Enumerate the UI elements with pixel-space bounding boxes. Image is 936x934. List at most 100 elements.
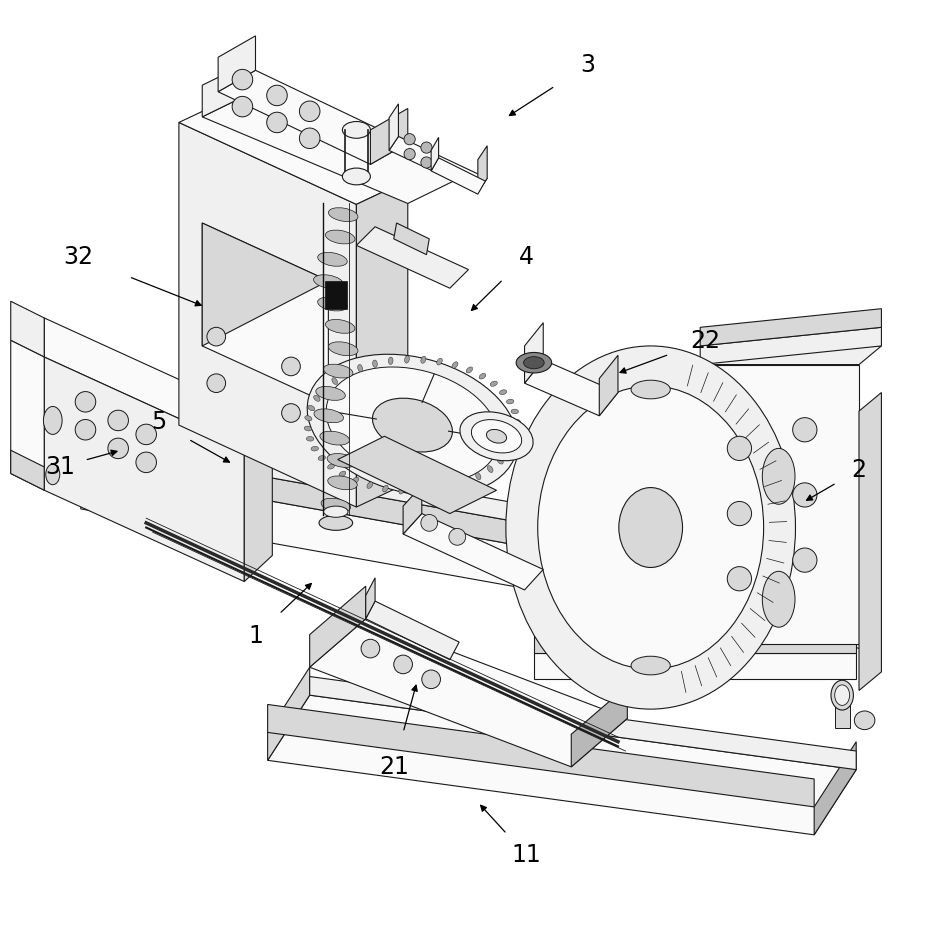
Circle shape — [267, 112, 287, 133]
Polygon shape — [218, 70, 407, 164]
Polygon shape — [431, 137, 438, 171]
Polygon shape — [337, 436, 496, 514]
Circle shape — [136, 424, 156, 445]
Ellipse shape — [329, 207, 358, 221]
Ellipse shape — [388, 357, 392, 364]
Ellipse shape — [327, 454, 357, 467]
Circle shape — [232, 96, 253, 117]
Circle shape — [403, 149, 415, 160]
Ellipse shape — [321, 386, 328, 392]
Text: 31: 31 — [45, 455, 75, 479]
Polygon shape — [10, 340, 44, 490]
Polygon shape — [80, 425, 860, 584]
Circle shape — [282, 357, 300, 375]
Text: 22: 22 — [689, 330, 719, 353]
Ellipse shape — [436, 358, 442, 365]
Ellipse shape — [509, 439, 517, 445]
Ellipse shape — [318, 516, 352, 531]
Polygon shape — [44, 357, 244, 582]
Ellipse shape — [830, 680, 853, 710]
Text: 21: 21 — [378, 755, 408, 779]
Ellipse shape — [854, 711, 874, 729]
Ellipse shape — [373, 360, 377, 367]
Circle shape — [207, 374, 226, 392]
Circle shape — [726, 436, 751, 460]
Ellipse shape — [342, 168, 370, 185]
Ellipse shape — [478, 374, 486, 379]
Circle shape — [300, 101, 319, 121]
Polygon shape — [44, 318, 244, 448]
Ellipse shape — [630, 657, 669, 675]
Ellipse shape — [382, 485, 388, 492]
Polygon shape — [218, 35, 256, 92]
Circle shape — [420, 157, 431, 168]
Polygon shape — [370, 108, 407, 164]
Circle shape — [282, 403, 300, 422]
Ellipse shape — [325, 319, 355, 333]
Polygon shape — [571, 686, 626, 767]
Ellipse shape — [431, 486, 436, 493]
Circle shape — [420, 142, 431, 153]
Ellipse shape — [323, 506, 347, 517]
Circle shape — [108, 410, 128, 431]
Ellipse shape — [372, 398, 452, 452]
Polygon shape — [356, 180, 407, 507]
Polygon shape — [10, 450, 44, 490]
Polygon shape — [179, 98, 407, 205]
Ellipse shape — [315, 387, 345, 401]
Polygon shape — [268, 667, 310, 760]
Ellipse shape — [358, 364, 362, 372]
Polygon shape — [858, 392, 881, 690]
Ellipse shape — [307, 354, 517, 496]
Ellipse shape — [331, 377, 337, 385]
Polygon shape — [402, 486, 421, 534]
Polygon shape — [393, 223, 429, 255]
Polygon shape — [834, 695, 849, 728]
Ellipse shape — [317, 252, 347, 266]
Polygon shape — [599, 355, 618, 416]
Ellipse shape — [447, 483, 452, 490]
Circle shape — [75, 419, 95, 440]
Ellipse shape — [451, 361, 458, 368]
Ellipse shape — [461, 478, 467, 486]
Ellipse shape — [487, 466, 492, 473]
Ellipse shape — [339, 471, 345, 476]
Circle shape — [300, 128, 319, 149]
Ellipse shape — [311, 446, 318, 451]
Ellipse shape — [321, 498, 350, 512]
Polygon shape — [10, 302, 44, 357]
Polygon shape — [80, 467, 860, 648]
Text: 2: 2 — [851, 458, 866, 482]
Circle shape — [232, 69, 253, 90]
Polygon shape — [310, 676, 856, 770]
Ellipse shape — [314, 395, 320, 402]
Polygon shape — [534, 625, 856, 653]
Ellipse shape — [367, 482, 373, 488]
Circle shape — [136, 452, 156, 473]
Ellipse shape — [328, 476, 357, 489]
Circle shape — [393, 655, 412, 673]
Circle shape — [726, 567, 751, 591]
Ellipse shape — [466, 367, 472, 373]
Polygon shape — [524, 322, 543, 383]
Ellipse shape — [523, 357, 544, 369]
Circle shape — [448, 529, 465, 545]
Ellipse shape — [512, 430, 519, 434]
Circle shape — [421, 670, 440, 688]
Ellipse shape — [319, 432, 349, 446]
Ellipse shape — [630, 380, 669, 399]
Polygon shape — [699, 364, 858, 644]
Ellipse shape — [326, 367, 498, 483]
Polygon shape — [268, 695, 856, 835]
Polygon shape — [244, 409, 272, 582]
Ellipse shape — [420, 356, 426, 363]
Ellipse shape — [537, 386, 763, 669]
Text: 4: 4 — [519, 245, 534, 269]
Ellipse shape — [308, 405, 314, 411]
Polygon shape — [202, 223, 328, 346]
Ellipse shape — [505, 449, 511, 455]
Ellipse shape — [318, 456, 325, 460]
Ellipse shape — [499, 389, 506, 395]
Polygon shape — [431, 158, 485, 194]
Ellipse shape — [513, 419, 520, 424]
